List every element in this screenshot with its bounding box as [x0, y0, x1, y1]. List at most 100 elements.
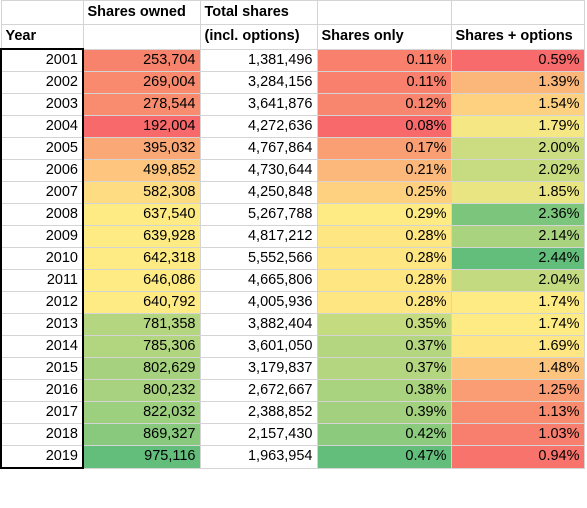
header-shares-plus-options[interactable]: Shares + options [450, 24, 585, 50]
shares-only-cell[interactable]: 0.08% [316, 115, 452, 138]
shares-owned-cell[interactable]: 639,928 [82, 225, 201, 248]
total-shares-cell[interactable]: 4,250,848 [199, 181, 318, 204]
total-shares-cell[interactable]: 5,552,566 [199, 247, 318, 270]
year-cell[interactable]: 2008 [0, 203, 84, 226]
shares-only-cell[interactable]: 0.28% [316, 225, 452, 248]
year-cell[interactable]: 2012 [0, 291, 84, 314]
total-shares-cell[interactable]: 3,179,837 [199, 357, 318, 380]
total-shares-cell[interactable]: 4,272,636 [199, 115, 318, 138]
year-cell[interactable]: 2018 [0, 423, 84, 446]
total-shares-cell[interactable]: 4,730,644 [199, 159, 318, 182]
header-cell[interactable] [316, 0, 452, 25]
year-cell[interactable]: 2015 [0, 357, 84, 380]
header-cell[interactable] [0, 0, 84, 25]
shares-owned-cell[interactable]: 785,306 [82, 335, 201, 358]
shares-owned-cell[interactable]: 869,327 [82, 423, 201, 446]
shares-plus-options-cell[interactable]: 2.04% [450, 269, 585, 292]
shares-plus-options-cell[interactable]: 2.02% [450, 159, 585, 182]
shares-owned-cell[interactable]: 822,032 [82, 401, 201, 424]
year-cell[interactable]: 2002 [0, 71, 84, 94]
shares-owned-cell[interactable]: 646,086 [82, 269, 201, 292]
total-shares-cell[interactable]: 3,641,876 [199, 93, 318, 116]
shares-only-cell[interactable]: 0.25% [316, 181, 452, 204]
shares-only-cell[interactable]: 0.17% [316, 137, 452, 160]
shares-owned-cell[interactable]: 781,358 [82, 313, 201, 336]
header-year[interactable]: Year [0, 24, 84, 50]
shares-plus-options-cell[interactable]: 1.69% [450, 335, 585, 358]
year-cell[interactable]: 2001 [0, 48, 84, 72]
shares-only-cell[interactable]: 0.37% [316, 357, 452, 380]
total-shares-cell[interactable]: 4,767,864 [199, 137, 318, 160]
total-shares-cell[interactable]: 4,817,212 [199, 225, 318, 248]
shares-owned-cell[interactable]: 499,852 [82, 159, 201, 182]
shares-plus-options-cell[interactable]: 0.59% [450, 48, 585, 72]
shares-owned-cell[interactable]: 637,540 [82, 203, 201, 226]
year-cell[interactable]: 2011 [0, 269, 84, 292]
shares-plus-options-cell[interactable]: 2.36% [450, 203, 585, 226]
shares-plus-options-cell[interactable]: 1.85% [450, 181, 585, 204]
header-total-shares[interactable]: Total shares [199, 0, 318, 25]
shares-only-cell[interactable]: 0.28% [316, 269, 452, 292]
year-cell[interactable]: 2013 [0, 313, 84, 336]
shares-owned-cell[interactable]: 975,116 [82, 445, 201, 469]
shares-plus-options-cell[interactable]: 0.94% [450, 445, 585, 469]
total-shares-cell[interactable]: 3,882,404 [199, 313, 318, 336]
shares-plus-options-cell[interactable]: 1.13% [450, 401, 585, 424]
shares-only-cell[interactable]: 0.11% [316, 71, 452, 94]
shares-only-cell[interactable]: 0.28% [316, 247, 452, 270]
total-shares-cell[interactable]: 1,381,496 [199, 48, 318, 72]
shares-owned-cell[interactable]: 192,004 [82, 115, 201, 138]
shares-owned-cell[interactable]: 582,308 [82, 181, 201, 204]
shares-only-cell[interactable]: 0.11% [316, 48, 452, 72]
shares-only-cell[interactable]: 0.12% [316, 93, 452, 116]
shares-only-cell[interactable]: 0.29% [316, 203, 452, 226]
year-cell[interactable]: 2006 [0, 159, 84, 182]
shares-plus-options-cell[interactable]: 1.03% [450, 423, 585, 446]
total-shares-cell[interactable]: 3,284,156 [199, 71, 318, 94]
shares-plus-options-cell[interactable]: 1.74% [450, 313, 585, 336]
shares-plus-options-cell[interactable]: 1.48% [450, 357, 585, 380]
shares-only-cell[interactable]: 0.35% [316, 313, 452, 336]
shares-owned-cell[interactable]: 802,629 [82, 357, 201, 380]
shares-only-cell[interactable]: 0.47% [316, 445, 452, 469]
shares-plus-options-cell[interactable]: 1.74% [450, 291, 585, 314]
shares-plus-options-cell[interactable]: 1.25% [450, 379, 585, 402]
shares-plus-options-cell[interactable]: 1.79% [450, 115, 585, 138]
year-cell[interactable]: 2004 [0, 115, 84, 138]
shares-owned-cell[interactable]: 640,792 [82, 291, 201, 314]
header-cell[interactable] [82, 24, 201, 50]
header-shares-only[interactable]: Shares only [316, 24, 452, 50]
shares-only-cell[interactable]: 0.38% [316, 379, 452, 402]
total-shares-cell[interactable]: 1,963,954 [199, 445, 318, 469]
shares-only-cell[interactable]: 0.28% [316, 291, 452, 314]
year-cell[interactable]: 2019 [0, 445, 84, 469]
year-cell[interactable]: 2017 [0, 401, 84, 424]
year-cell[interactable]: 2016 [0, 379, 84, 402]
year-cell[interactable]: 2003 [0, 93, 84, 116]
shares-owned-cell[interactable]: 395,032 [82, 137, 201, 160]
total-shares-cell[interactable]: 5,267,788 [199, 203, 318, 226]
total-shares-cell[interactable]: 3,601,050 [199, 335, 318, 358]
total-shares-cell[interactable]: 2,157,430 [199, 423, 318, 446]
year-cell[interactable]: 2007 [0, 181, 84, 204]
year-cell[interactable]: 2005 [0, 137, 84, 160]
year-cell[interactable]: 2009 [0, 225, 84, 248]
shares-owned-cell[interactable]: 253,704 [82, 48, 201, 72]
shares-owned-cell[interactable]: 800,232 [82, 379, 201, 402]
total-shares-cell[interactable]: 2,388,852 [199, 401, 318, 424]
header-incl-options[interactable]: (incl. options) [199, 24, 318, 50]
shares-plus-options-cell[interactable]: 2.14% [450, 225, 585, 248]
total-shares-cell[interactable]: 4,665,806 [199, 269, 318, 292]
shares-only-cell[interactable]: 0.37% [316, 335, 452, 358]
shares-only-cell[interactable]: 0.42% [316, 423, 452, 446]
shares-plus-options-cell[interactable]: 2.00% [450, 137, 585, 160]
shares-only-cell[interactable]: 0.21% [316, 159, 452, 182]
year-cell[interactable]: 2014 [0, 335, 84, 358]
shares-owned-cell[interactable]: 269,004 [82, 71, 201, 94]
shares-only-cell[interactable]: 0.39% [316, 401, 452, 424]
shares-plus-options-cell[interactable]: 1.39% [450, 71, 585, 94]
year-cell[interactable]: 2010 [0, 247, 84, 270]
total-shares-cell[interactable]: 2,672,667 [199, 379, 318, 402]
shares-owned-cell[interactable]: 278,544 [82, 93, 201, 116]
shares-plus-options-cell[interactable]: 1.54% [450, 93, 585, 116]
